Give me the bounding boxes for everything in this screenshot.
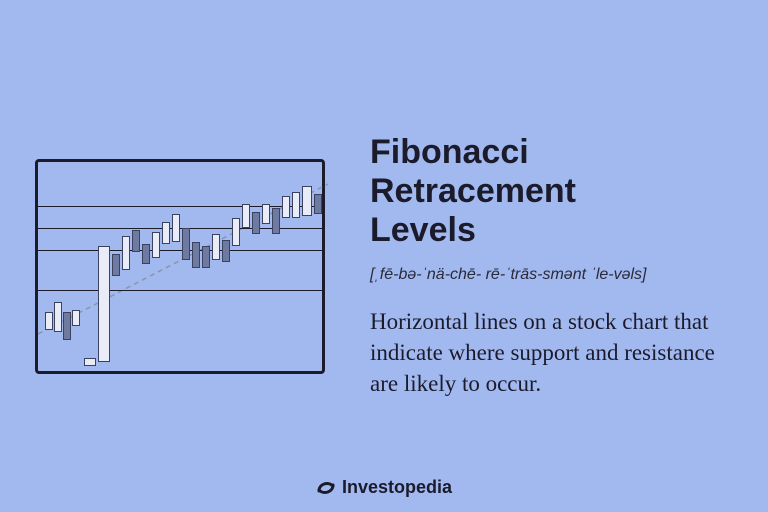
investopedia-logo-icon <box>316 478 336 498</box>
candle <box>84 358 96 366</box>
candle <box>282 196 290 218</box>
definition-card: FibonacciRetracementLevels [ˌfē-bə-ˈnä-c… <box>0 0 768 512</box>
candle <box>262 204 270 224</box>
candle <box>314 194 322 214</box>
candle <box>222 240 230 262</box>
term-title: FibonacciRetracementLevels <box>370 133 728 250</box>
candlestick-chart <box>35 159 325 374</box>
candle <box>98 246 110 362</box>
candle <box>172 214 180 242</box>
candle <box>182 228 190 260</box>
candle <box>192 242 200 268</box>
candle <box>152 232 160 258</box>
definition-text: Horizontal lines on a stock chart that i… <box>370 306 728 399</box>
candle <box>212 234 220 260</box>
fib-level-line <box>38 290 322 291</box>
chart-column <box>20 159 340 374</box>
candle <box>54 302 62 332</box>
trend-line <box>38 162 328 377</box>
candle <box>72 310 80 326</box>
candle <box>302 186 312 216</box>
candle <box>142 244 150 264</box>
candle <box>112 254 120 276</box>
brand-footer: Investopedia <box>0 477 768 498</box>
candle <box>252 212 260 234</box>
candle <box>63 312 71 340</box>
candle <box>45 312 53 330</box>
fib-level-line <box>38 250 322 251</box>
candle <box>202 246 210 268</box>
candle <box>162 222 170 244</box>
candle <box>242 204 250 228</box>
candle <box>232 218 240 246</box>
main-row: FibonacciRetracementLevels [ˌfē-bə-ˈnä-c… <box>0 0 768 512</box>
candle <box>272 208 280 234</box>
text-column: FibonacciRetracementLevels [ˌfē-bə-ˈnä-c… <box>340 133 728 399</box>
brand-name: Investopedia <box>342 477 452 498</box>
candle <box>132 230 140 252</box>
fib-level-line <box>38 206 322 207</box>
candle <box>292 192 300 218</box>
pronunciation: [ˌfē-bə-ˈnä-chē- rē-ˈtrās-smənt ˈle-vəls… <box>370 264 728 286</box>
candle <box>122 236 130 270</box>
